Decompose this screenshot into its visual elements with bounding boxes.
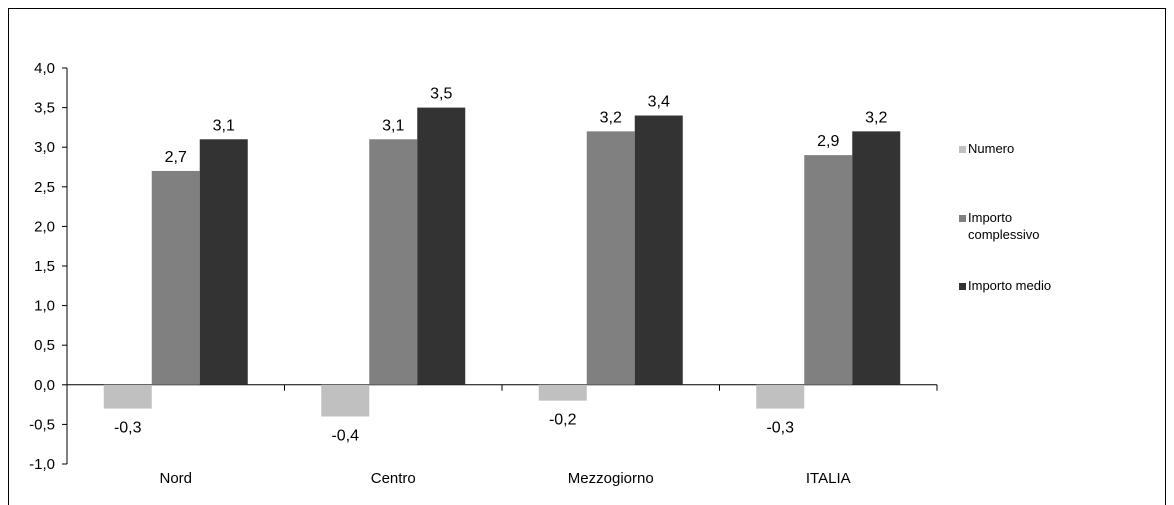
data-label: 3,5 xyxy=(430,86,452,103)
bar xyxy=(756,384,805,409)
y-tick-label: 1,0 xyxy=(34,298,55,315)
bar xyxy=(151,170,200,385)
data-label: -0,4 xyxy=(331,427,359,444)
bar xyxy=(634,115,683,385)
y-tick-label: 0,0 xyxy=(34,377,55,394)
legend-label: Numero xyxy=(968,141,1014,156)
bar xyxy=(103,384,152,409)
y-tick-label: -0,5 xyxy=(29,416,55,433)
legend-swatch xyxy=(959,283,966,290)
data-label: -0,2 xyxy=(549,412,577,429)
legend-swatch xyxy=(959,215,966,222)
bar xyxy=(586,131,635,385)
y-tick-label: 4,0 xyxy=(34,60,55,77)
x-category-label: Mezzogiorno xyxy=(568,470,654,487)
x-category-label: ITALIA xyxy=(806,470,851,487)
y-tick-label: -1,0 xyxy=(29,456,55,473)
data-label: 3,2 xyxy=(865,109,887,126)
data-label: 3,1 xyxy=(382,117,404,134)
data-label: -0,3 xyxy=(114,420,142,437)
bar xyxy=(321,384,370,417)
legend-label: complessivo xyxy=(968,227,1040,242)
bar xyxy=(199,139,248,385)
bar xyxy=(852,131,901,385)
data-label: 3,1 xyxy=(213,117,235,134)
legend-label: Importo xyxy=(968,210,1012,225)
data-label: 2,7 xyxy=(165,149,187,166)
x-category-label: Nord xyxy=(159,470,192,487)
bar xyxy=(538,384,587,401)
data-label: 2,9 xyxy=(817,133,839,150)
y-tick-label: 0,5 xyxy=(34,337,55,354)
y-tick-label: 2,5 xyxy=(34,179,55,196)
y-tick-label: 3,0 xyxy=(34,139,55,156)
data-label: -0,3 xyxy=(766,420,794,437)
y-tick-label: 2,0 xyxy=(34,218,55,235)
bar xyxy=(369,139,418,385)
bar xyxy=(804,155,853,385)
x-category-label: Centro xyxy=(371,470,416,487)
bar xyxy=(417,107,466,385)
legend-label: Importo medio xyxy=(968,278,1051,293)
y-tick-label: 1,5 xyxy=(34,258,55,275)
data-label: 3,4 xyxy=(648,94,670,111)
data-label: 3,2 xyxy=(600,109,622,126)
legend-swatch xyxy=(959,146,966,153)
y-tick-label: 3,5 xyxy=(34,100,55,117)
